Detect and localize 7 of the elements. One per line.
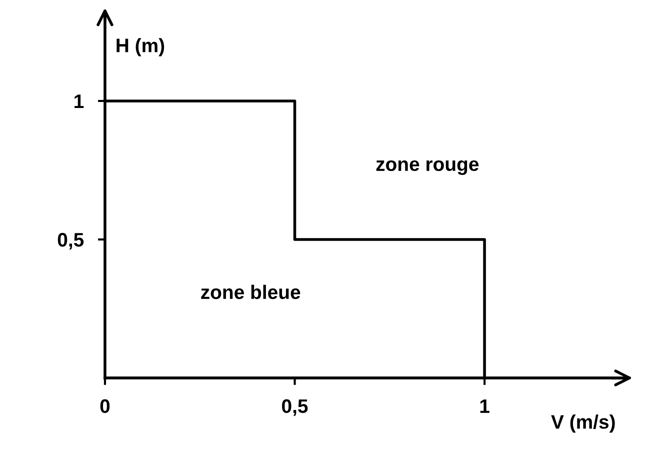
y-axis-title: H (m)	[116, 38, 164, 56]
x-tick-label: 0	[100, 399, 110, 414]
annotation: zone bleue	[201, 284, 300, 300]
x-tick-label: 0,5	[282, 399, 308, 416]
x-tick-label: 1	[480, 399, 490, 413]
annotation: zone rouge	[376, 160, 479, 175]
x-axis-title: V (m/s)	[551, 414, 615, 433]
